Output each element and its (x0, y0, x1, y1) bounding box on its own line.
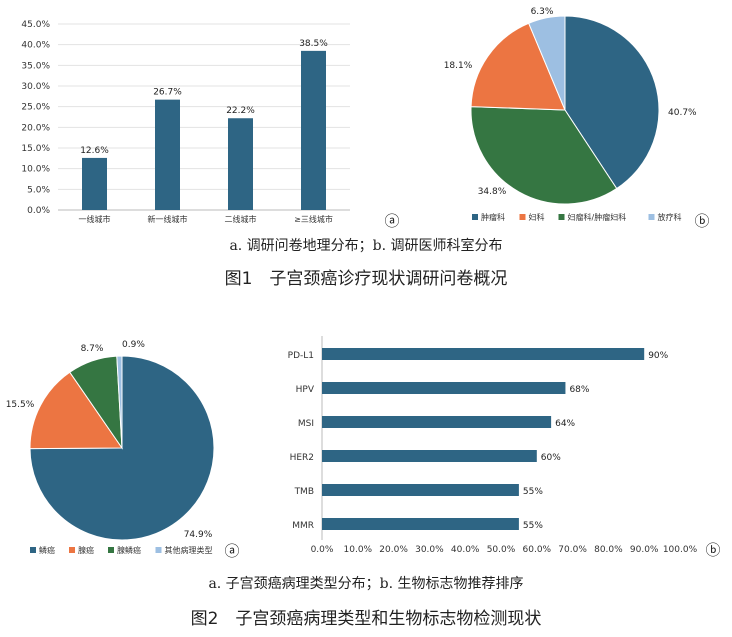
chart-pathology-distribution: 74.9% 15.5% 8.7% 0.9% 鳞癌 腺癌 腺鳞癌 其他病理类型 ⓐ (6, 340, 240, 560)
x-tick-label: 新一线城市 (148, 214, 188, 224)
bar (82, 157, 107, 210)
x-tick-label: 100.0% (663, 545, 698, 555)
x-tick-label: 70.0% (558, 545, 587, 555)
x-tick-label: 0.0% (311, 545, 334, 555)
x-tick-label: 50.0% (487, 545, 516, 555)
y-tick-label: 10.0% (21, 165, 50, 175)
y-tick-label: HER2 (290, 453, 314, 463)
x-tick-label: 60.0% (523, 545, 552, 555)
bar (322, 450, 537, 462)
data-label: 12.6% (80, 146, 109, 156)
y-tick-label: HPV (296, 385, 315, 395)
data-label: 55% (523, 521, 543, 531)
legend-swatch (30, 547, 36, 553)
legend-swatch (648, 214, 655, 220)
data-label: 15.5% (6, 400, 35, 410)
legend-label: 肿瘤科 (481, 212, 505, 222)
pie-slice (116, 355, 123, 449)
legend-swatch (519, 214, 526, 220)
y-tick-label: TMB (294, 487, 314, 497)
data-label: 6.3% (531, 7, 554, 17)
figure1-caption: 图1 子宫颈癌诊疗现状调研问卷概况 (224, 269, 508, 289)
pie-slice (29, 371, 123, 450)
x-tick-label: 80.0% (594, 545, 623, 555)
pie-slice (470, 22, 566, 111)
x-tick-label: 20.0% (379, 545, 408, 555)
y-tick-label: 20.0% (21, 123, 50, 133)
figure2-caption: 图2 子宫颈癌病理类型和生物标志物检测现状 (190, 609, 542, 629)
x-tick-label: 30.0% (415, 545, 444, 555)
legend-label: 妇科 (529, 212, 545, 222)
panel-marker: ⓐ (384, 212, 399, 230)
legend-swatch (108, 547, 114, 553)
chart-geo-distribution: 0.0% 5.0% 10.0% 15.0% 20.0% 25.0% 30.0% 35.0% 40… (21, 20, 399, 230)
y-tick-label: 15.0% (21, 144, 50, 154)
x-tick-label: 90.0% (630, 545, 659, 555)
legend-swatch (69, 547, 75, 553)
panel-marker: ⓐ (224, 542, 239, 560)
y-tick-label: PD-L1 (288, 351, 314, 361)
x-tick-label: 40.0% (451, 545, 480, 555)
panel-marker: ⓑ (694, 212, 709, 230)
y-tick-label: 35.0% (21, 61, 50, 71)
x-tick-label: ≥三线城市 (294, 214, 333, 224)
y-tick-label: 25.0% (21, 103, 50, 113)
data-label: 90% (648, 351, 668, 361)
legend-label: 其他病理类型 (165, 545, 213, 555)
chart-biomarker-ranking: 0.0% 10.0% 20.0% 30.0% 40.0% 50.0% 60.0% 70.0% 8… (288, 336, 721, 559)
data-label: 34.8% (478, 187, 507, 197)
legend-label: 腺癌 (78, 545, 94, 555)
data-label: 68% (569, 385, 589, 395)
bar (228, 118, 253, 210)
pie-slice (528, 15, 566, 111)
chart-department-distribution: 40.7% 34.8% 18.1% 6.3% 肿瘤科 妇科 妇瘤科/肿瘤妇科 放疗科 ⓑ (444, 7, 710, 230)
pie-slice (29, 355, 215, 541)
figure1-subcaption: a. 调研问卷地理分布；b. 调研医师科室分布 (229, 238, 503, 254)
data-label: 26.7% (153, 88, 182, 98)
data-label: 18.1% (444, 61, 473, 71)
bar (301, 50, 326, 210)
pie-slice (470, 106, 618, 205)
y-tick-label: 0.0% (27, 206, 50, 216)
bar (322, 484, 519, 496)
data-label: 22.2% (226, 106, 255, 116)
x-tick-label: 一线城市 (79, 214, 111, 224)
data-label: 60% (541, 453, 561, 463)
y-tick-label: MMR (292, 521, 314, 531)
bar (155, 99, 180, 210)
bar (322, 416, 552, 428)
legend-swatch (472, 214, 478, 220)
bar (322, 518, 519, 530)
figure2-subcaption: a. 子宫颈癌病理类型分布；b. 生物标志物推荐排序 (208, 576, 524, 592)
data-label: 8.7% (81, 344, 104, 354)
data-label: 40.7% (668, 108, 697, 118)
y-tick-label: 5.0% (27, 185, 50, 195)
legend-label: 腺鳞癌 (117, 545, 141, 555)
legend-label: 妇瘤科/肿瘤妇科 (568, 212, 627, 222)
legend-swatch (155, 547, 162, 553)
bar (322, 348, 645, 360)
legend-label: 鳞癌 (39, 545, 55, 555)
data-label: 55% (523, 487, 543, 497)
bar (322, 382, 566, 394)
x-tick-label: 10.0% (344, 545, 373, 555)
data-label: 0.9% (122, 340, 145, 350)
legend-swatch (558, 214, 565, 220)
legend-label: 放疗科 (658, 212, 682, 222)
panel-marker: ⓑ (705, 541, 720, 559)
data-label: 38.5% (299, 39, 328, 49)
data-label: 64% (555, 419, 575, 429)
y-tick-label: 45.0% (21, 20, 50, 30)
y-tick-label: 30.0% (21, 82, 50, 92)
x-tick-label: 二线城市 (225, 214, 257, 224)
y-tick-label: MSI (298, 419, 314, 429)
data-label: 74.9% (184, 530, 213, 540)
y-tick-label: 40.0% (21, 41, 50, 51)
